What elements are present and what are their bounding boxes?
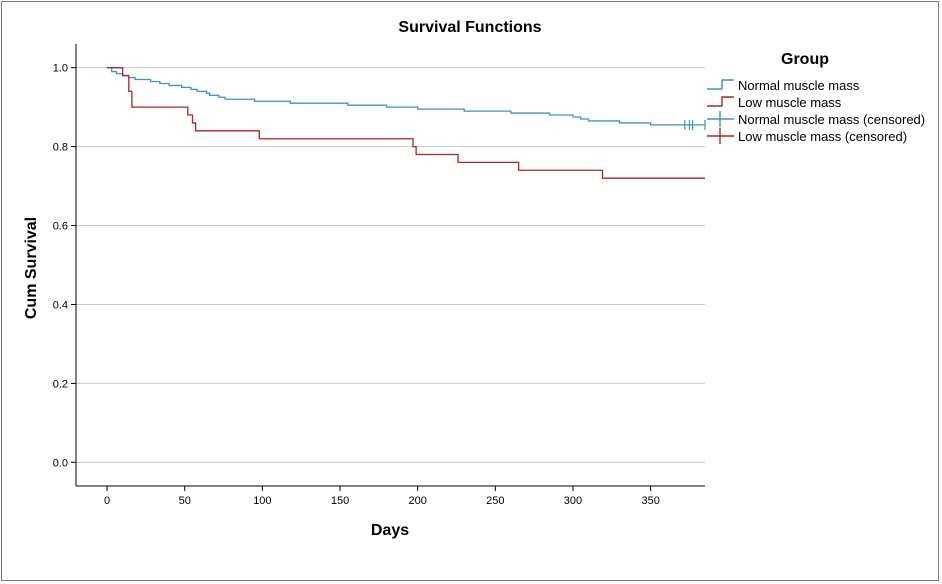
legend-title: Group: [781, 51, 829, 68]
series-layer: [107, 67, 706, 179]
low-muscle-mass-curve: [107, 67, 705, 179]
y-tick-label: 0.4: [53, 299, 68, 311]
y-tick-label: 0.8: [53, 142, 68, 154]
grid: [76, 67, 705, 463]
y-tick-label: 0.2: [53, 378, 68, 390]
x-tick-label: 50: [179, 495, 191, 507]
x-tick-label: 200: [408, 495, 426, 507]
legend-entry-label: Normal muscle mass: [738, 78, 860, 93]
legend-symbol-low-step: [707, 96, 734, 107]
x-tick-label: 350: [641, 495, 659, 507]
axes: 0.0 0.2 0.4 0.6 0.8 1.0 0 50 100 150 200 250 300 350: [53, 44, 705, 507]
x-tick-label: 300: [564, 495, 582, 507]
legend-entry-label: Normal muscle mass (censored): [738, 112, 925, 127]
x-axis-title: Days: [371, 522, 409, 539]
legend-entry-label: Low muscle mass: [738, 95, 842, 110]
y-tick-label: 0.6: [53, 221, 68, 233]
x-tick-label: 0: [104, 495, 110, 507]
chart-title: Survival Functions: [398, 19, 541, 36]
x-tick-label: 250: [486, 495, 504, 507]
x-tick-label: 100: [253, 495, 271, 507]
legend: Group Normal muscle mass Low muscle mass N…: [707, 51, 925, 144]
y-axis-title: Cum Survival: [23, 217, 40, 319]
y-tick-label: 1.0: [53, 63, 68, 75]
normal-muscle-mass-curve: [107, 67, 705, 126]
legend-entry-label: Low muscle mass (censored): [738, 129, 907, 144]
x-tick-label: 150: [331, 495, 349, 507]
legend-symbol-normal-step: [707, 79, 734, 90]
y-tick-label: 0.0: [53, 457, 68, 469]
